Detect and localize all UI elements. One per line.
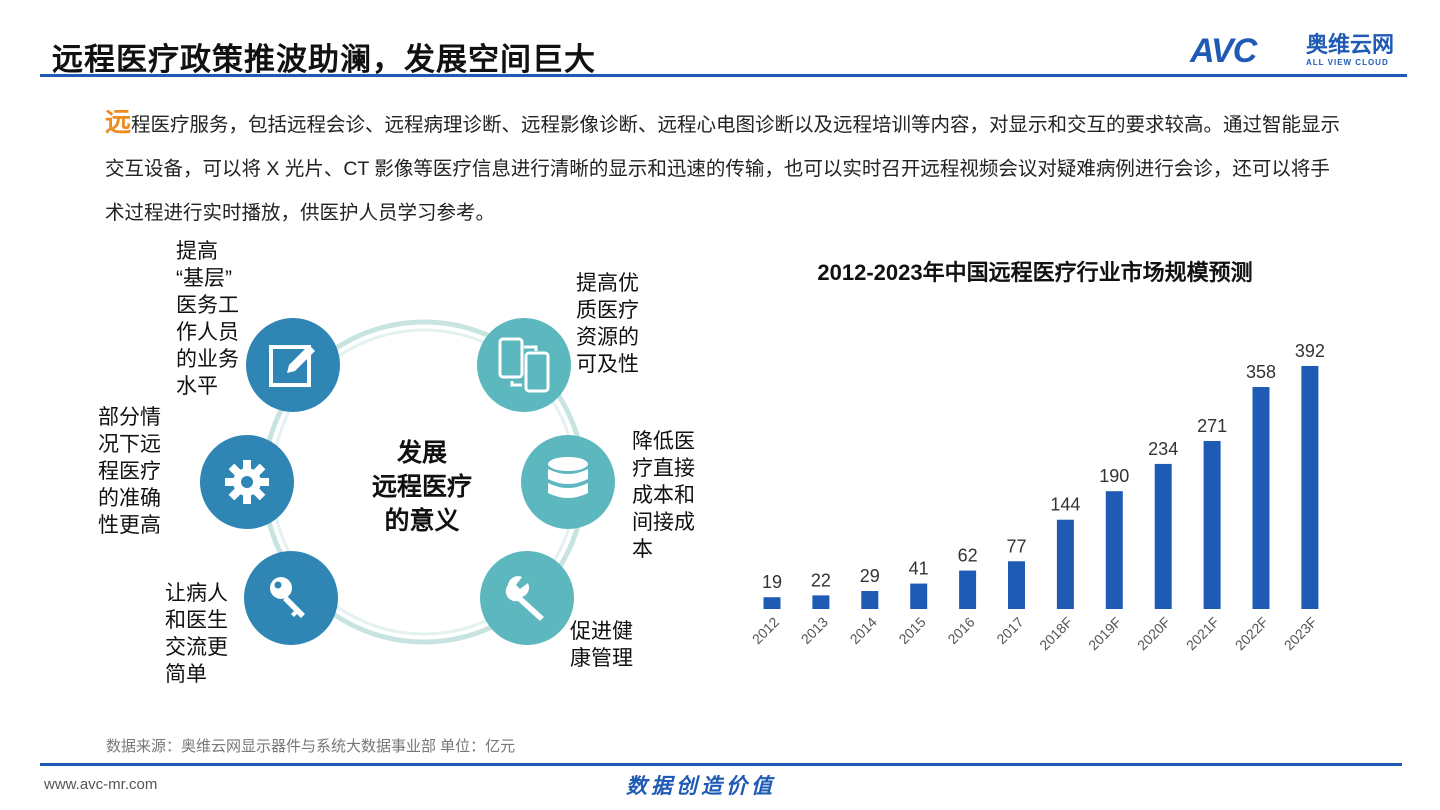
label-resource-accessibility: 提高优 质医疗 资源的 可及性	[576, 272, 639, 376]
bar-2022F	[1252, 387, 1270, 609]
logo-en: ALL VIEW CLOUD	[1306, 58, 1389, 67]
bar-value-label-2022F: 358	[1246, 362, 1276, 382]
label-reduce-cost: 降低医 疗直接 成本和 间接成 本	[632, 430, 695, 561]
x-tick-label-2021F: 2021F	[1183, 614, 1222, 653]
avc-logo: AVC 奥维云网 ALL VIEW CLOUD	[1190, 32, 1405, 70]
bar-2014	[861, 591, 879, 609]
wrench-icon-circle	[480, 551, 574, 645]
intro-text: 程医疗服务，包括远程会诊、远程病理诊断、远程影像诊断、远程心电图诊断以及远程培训…	[105, 114, 1341, 224]
bar-2012	[763, 597, 781, 609]
bar-value-label-2018F: 144	[1050, 495, 1080, 515]
intro-paragraph: 远程医疗服务，包括远程会诊、远程病理诊断、远程影像诊断、远程心电图诊断以及远程培…	[105, 100, 1345, 235]
bar-chart: 19 2012 22 2013 29 2014 41 2015 62 2016 77 2017 144 2…	[749, 341, 1325, 653]
x-tick-label-2020F: 2020F	[1134, 614, 1173, 653]
bar-2018F	[1056, 519, 1074, 609]
bar-value-label-2012: 19	[762, 572, 782, 592]
wrench-icon	[505, 576, 544, 621]
title-divider	[40, 74, 1407, 77]
bar-2017	[1008, 561, 1025, 609]
bar-value-label-2023F: 392	[1295, 341, 1325, 361]
bar-2016	[959, 570, 977, 609]
data-source-note: 数据来源：奥维云网显示器件与系统大数据事业部 单位：亿元	[106, 738, 516, 755]
bar-value-label-2020F: 234	[1148, 439, 1178, 459]
bar-2019F	[1105, 491, 1123, 609]
logo-cn: 奥维云网	[1306, 32, 1395, 57]
x-tick-label-2014: 2014	[847, 614, 880, 647]
mobile-devices-icon	[498, 337, 550, 393]
label-improve-grassroots: 提高 “基层” 医务工 作人员 的业务 水平	[176, 240, 239, 398]
bar-value-label-2017: 77	[1006, 536, 1026, 556]
mobile-devices-icon-circle	[477, 318, 571, 412]
database-icon-circle	[521, 435, 615, 529]
bar-value-label-2015: 41	[909, 559, 929, 579]
bar-value-label-2013: 22	[811, 570, 831, 590]
database-icon	[548, 457, 588, 498]
x-tick-label-2022F: 2022F	[1232, 614, 1271, 653]
diagram-center-label: 发展 远程医疗 的意义	[371, 439, 472, 535]
x-tick-label-2016: 2016	[944, 614, 977, 647]
label-health-management: 促进健 康管理	[570, 620, 633, 670]
x-tick-label-2018F: 2018F	[1036, 614, 1075, 653]
x-tick-label-2013: 2013	[798, 614, 831, 647]
x-tick-label-2019F: 2019F	[1085, 614, 1124, 653]
website-url: www.avc-mr.com	[44, 776, 158, 793]
logo-mark: AVC	[1190, 32, 1257, 70]
x-tick-label-2015: 2015	[895, 614, 928, 647]
bar-2013	[812, 595, 830, 609]
bar-2020F	[1154, 463, 1172, 609]
x-tick-label-2017: 2017	[993, 614, 1026, 647]
page-title: 远程医疗政策推波助澜，发展空间巨大	[52, 42, 596, 77]
bar-value-label-2019F: 190	[1099, 466, 1129, 486]
bar-2015	[910, 583, 928, 609]
bar-value-label-2021F: 271	[1197, 416, 1227, 436]
x-tick-label-2012: 2012	[749, 614, 782, 647]
label-accuracy: 部分情 况下远 程医疗 的准确 性更高	[98, 406, 161, 537]
bar-value-label-2014: 29	[860, 566, 880, 586]
slogan: 数据创造价值	[626, 775, 776, 798]
intro-drop-cap: 远	[105, 107, 132, 137]
bar-2021F	[1203, 440, 1221, 609]
edit-icon	[269, 345, 315, 387]
label-patient-doctor: 让病人 和医生 交流更 简单	[165, 582, 228, 686]
chart-title: 2012-2023年中国远程医疗行业市场规模预测	[817, 260, 1253, 285]
x-tick-label-2023F: 2023F	[1281, 614, 1320, 653]
gear-icon	[225, 460, 269, 504]
key-icon-circle	[244, 551, 338, 645]
footer-divider	[40, 763, 1402, 766]
edit-icon-circle	[246, 318, 340, 412]
gear-icon-circle	[200, 435, 294, 529]
bar-2023F	[1301, 365, 1319, 609]
bar-value-label-2016: 62	[958, 546, 978, 566]
key-icon	[270, 577, 305, 618]
